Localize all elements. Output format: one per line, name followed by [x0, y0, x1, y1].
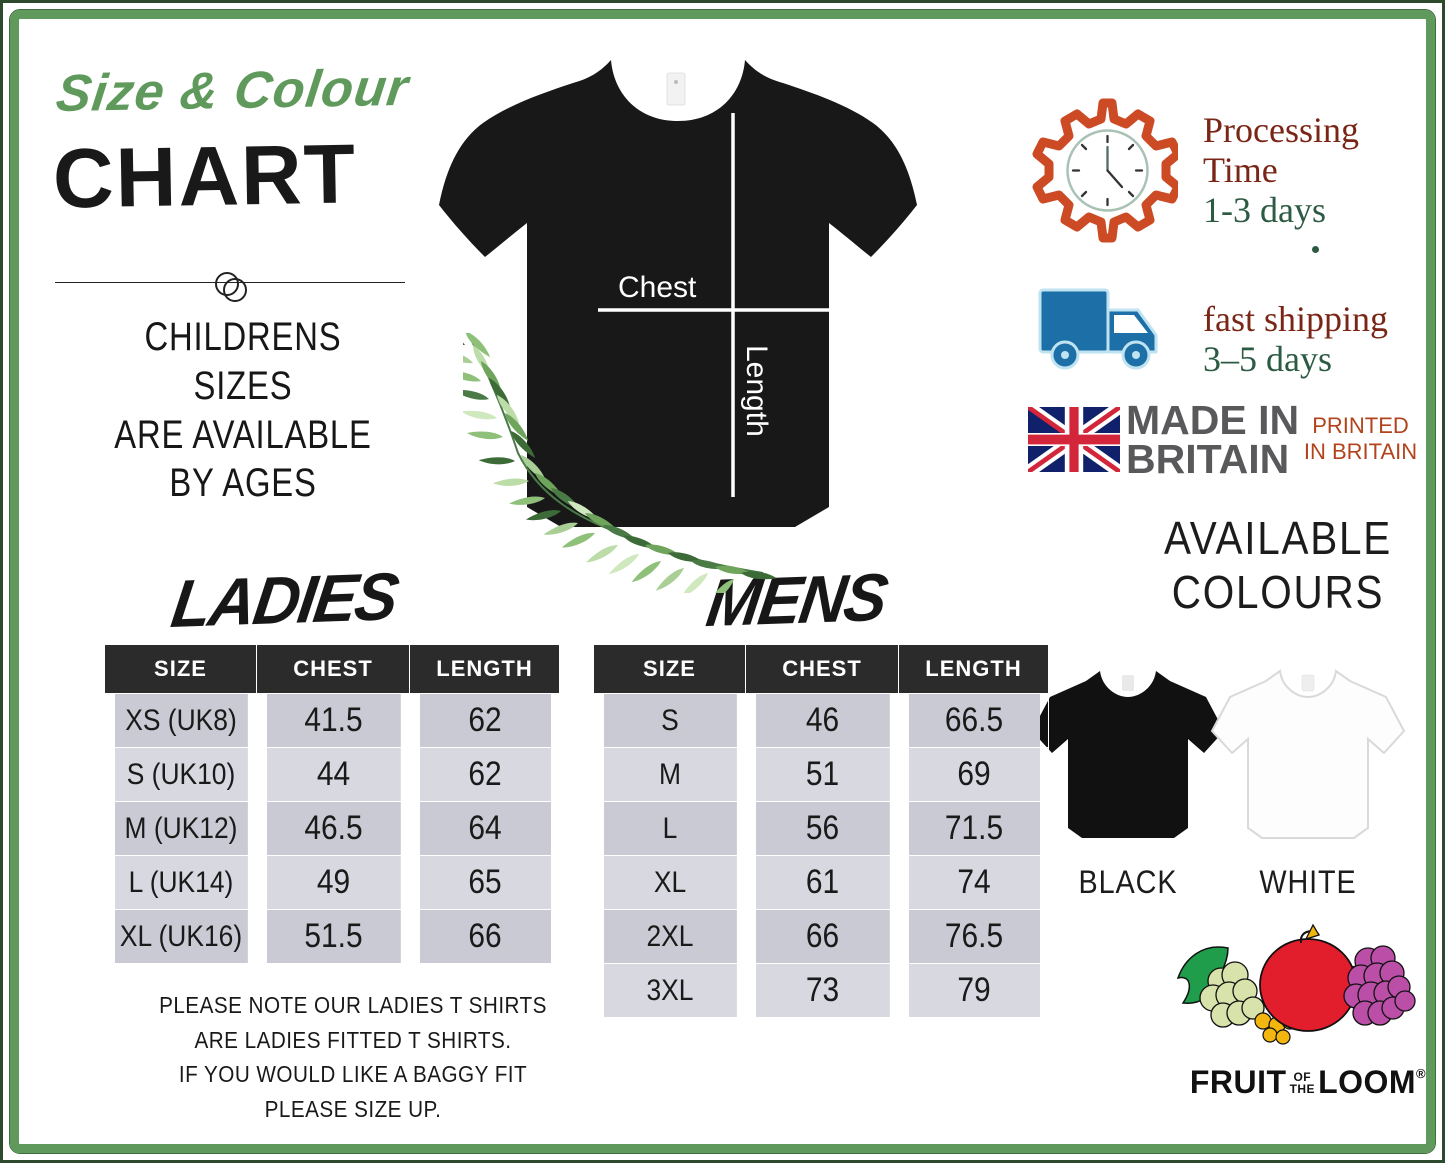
svg-text:Chest: Chest: [618, 271, 697, 304]
